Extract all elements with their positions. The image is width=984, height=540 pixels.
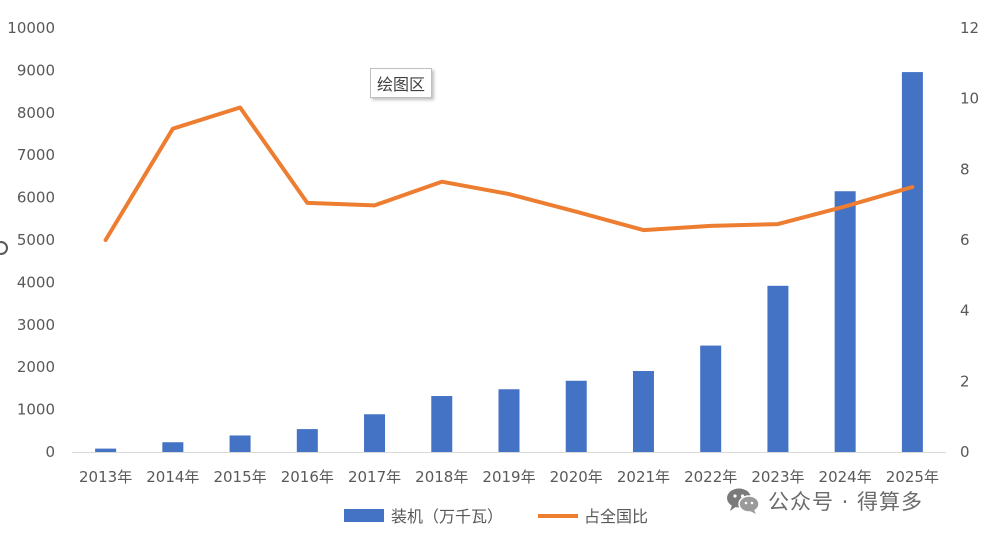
bar xyxy=(229,435,251,452)
bar xyxy=(767,285,789,452)
y-left-tick-label: 9000 xyxy=(17,61,55,79)
y-right-tick-label: 12 xyxy=(960,19,979,37)
y-right-tick-label: 4 xyxy=(960,302,970,320)
x-tick-label: 2025年 xyxy=(886,468,939,486)
x-tick-label: 2021年 xyxy=(617,468,670,486)
bar xyxy=(296,429,318,452)
watermark-text: 公众号 · 得算多 xyxy=(768,490,924,514)
y-left-tick-label: 8000 xyxy=(17,104,55,122)
y-right-tick-label: 8 xyxy=(960,160,970,178)
series-line xyxy=(103,105,915,242)
x-tick-label: 2023年 xyxy=(751,468,804,486)
y-left-tick-label: 10000 xyxy=(7,19,55,37)
x-tick-label: 2020年 xyxy=(550,468,603,486)
plot-area-tooltip: 绘图区 xyxy=(370,68,433,98)
y-left-tick-label: 7000 xyxy=(17,146,55,164)
x-tick-label: 2018年 xyxy=(415,468,468,486)
bar xyxy=(632,371,654,452)
x-tick-label: 2016年 xyxy=(281,468,334,486)
bar-series xyxy=(95,72,923,453)
bar xyxy=(364,414,386,452)
x-tick-label: 2017年 xyxy=(348,468,401,486)
y-left-tick-label: 4000 xyxy=(17,273,55,291)
watermark: 公众号 · 得算多 xyxy=(726,486,923,516)
y-left-tick-label: 5000 xyxy=(17,231,55,249)
y-left-tick-label: 3000 xyxy=(17,316,55,334)
y-right-tick-label: 6 xyxy=(960,231,970,249)
bar xyxy=(95,448,117,452)
legend-bar-label: 装机（万千瓦） xyxy=(391,507,503,526)
legend: 装机（万千瓦） 占全国比 xyxy=(344,507,648,526)
y-right-tick-label: 10 xyxy=(960,90,979,108)
y-left-tick-label: 1000 xyxy=(17,401,55,419)
bar xyxy=(901,72,923,452)
x-axis: 2013年 2014年 2015年 2016年 2017年 2018年 2019年 2020年… xyxy=(79,468,939,486)
bar xyxy=(565,380,587,452)
x-tick-label: 2022年 xyxy=(684,468,737,486)
legend-line-label: 占全国比 xyxy=(584,507,648,526)
line-series xyxy=(103,105,915,242)
bar xyxy=(700,345,722,452)
bar xyxy=(431,396,453,452)
y-right-tick-label: 2 xyxy=(960,372,970,390)
right-axis: 0 2 4 6 8 10 12 xyxy=(960,19,979,461)
x-tick-label: 2019年 xyxy=(482,468,535,486)
y-left-tick-label: 0 xyxy=(45,443,55,461)
resize-handle[interactable] xyxy=(0,241,8,255)
x-tick-label: 2015年 xyxy=(213,468,266,486)
y-left-tick-label: 6000 xyxy=(17,189,55,207)
left-axis: 0 1000 2000 3000 4000 5000 6000 7000 8000 9000 100… xyxy=(7,19,55,461)
x-tick-label: 2014年 xyxy=(146,468,199,486)
bar xyxy=(498,389,520,452)
y-left-tick-label: 2000 xyxy=(17,358,55,376)
bar xyxy=(834,191,856,453)
bar xyxy=(162,442,184,452)
x-tick-label: 2024年 xyxy=(819,468,872,486)
x-tick-label: 2013年 xyxy=(79,468,132,486)
wechat-icon xyxy=(727,488,760,514)
y-right-tick-label: 0 xyxy=(960,443,970,461)
legend-bar-swatch xyxy=(344,509,384,522)
